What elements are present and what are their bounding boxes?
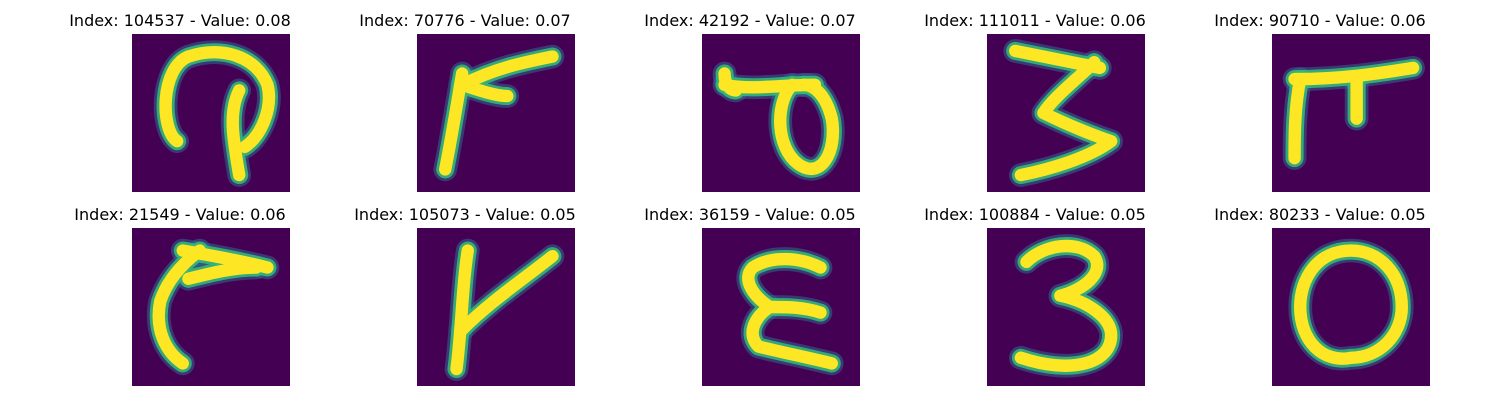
panel-title: Index: 90710 - Value: 0.06 [1214, 11, 1426, 30]
digit-image [987, 228, 1145, 386]
panel-title: Index: 70776 - Value: 0.07 [359, 11, 571, 30]
panel-5: Index: 90710 - Value: 0.06 [1170, 0, 1470, 192]
digit-image [702, 228, 860, 386]
digit-image [417, 228, 575, 386]
panel-title: Index: 111011 - Value: 0.06 [924, 11, 1146, 30]
panel-title: Index: 42192 - Value: 0.07 [644, 11, 856, 30]
panel-title: Index: 21549 - Value: 0.06 [74, 205, 286, 224]
panel-title: Index: 104537 - Value: 0.08 [69, 11, 291, 30]
panel-title: Index: 100884 - Value: 0.05 [924, 205, 1146, 224]
panel-4: Index: 111011 - Value: 0.06 [885, 0, 1185, 192]
digit-image [417, 34, 575, 192]
panel-10: Index: 80233 - Value: 0.05 [1170, 194, 1470, 386]
panel-6: Index: 21549 - Value: 0.06 [30, 194, 330, 386]
panel-title: Index: 80233 - Value: 0.05 [1214, 205, 1426, 224]
panel-1: Index: 104537 - Value: 0.08 [30, 0, 330, 192]
digit-image [987, 34, 1145, 192]
panel-2: Index: 70776 - Value: 0.07 [315, 0, 615, 192]
digit-image [702, 34, 860, 192]
digit-image [1272, 34, 1430, 192]
panel-9: Index: 100884 - Value: 0.05 [885, 194, 1185, 386]
panel-8: Index: 36159 - Value: 0.05 [600, 194, 900, 386]
digit-image [132, 34, 290, 192]
digit-image [132, 228, 290, 386]
digit-image [1272, 228, 1430, 386]
panel-3: Index: 42192 - Value: 0.07 [600, 0, 900, 192]
panel-7: Index: 105073 - Value: 0.05 [315, 194, 615, 386]
panel-title: Index: 105073 - Value: 0.05 [354, 205, 576, 224]
panel-title: Index: 36159 - Value: 0.05 [644, 205, 856, 224]
